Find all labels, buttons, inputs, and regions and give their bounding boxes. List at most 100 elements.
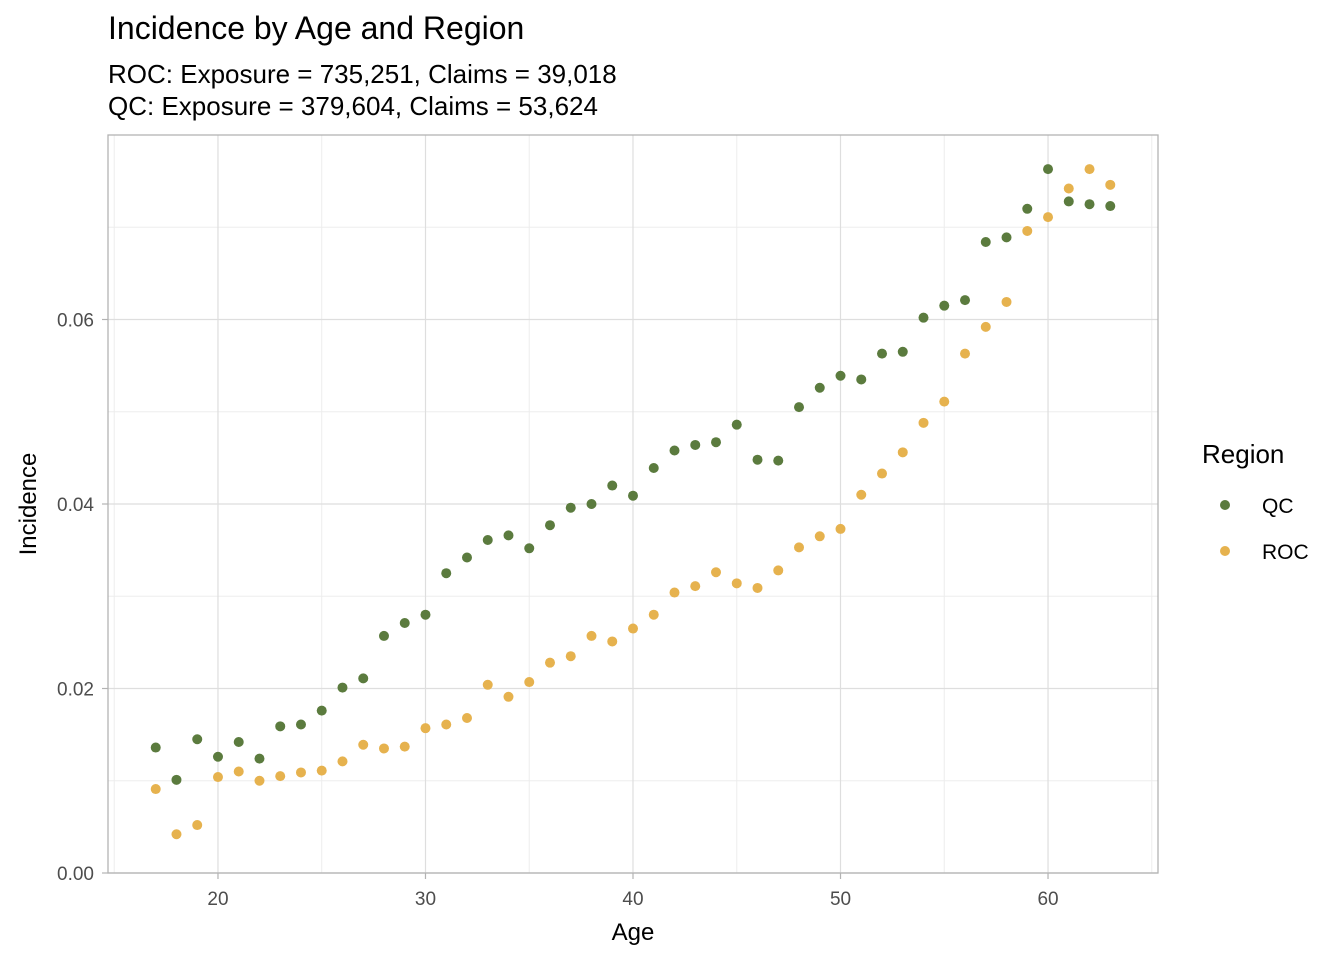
- point-qc: [669, 445, 680, 456]
- point-roc: [897, 447, 908, 458]
- point-roc: [1001, 296, 1012, 307]
- point-qc: [752, 454, 763, 465]
- y-tick-label: 0.06: [57, 311, 94, 332]
- legend-key-roc: [1220, 546, 1230, 556]
- point-roc: [628, 623, 638, 634]
- point-roc: [648, 609, 659, 620]
- point-qc: [441, 568, 452, 579]
- point-roc: [1022, 225, 1033, 236]
- y-axis-ticks: 0.00 0.02 0.04 0.06: [57, 311, 108, 885]
- point-roc: [1043, 212, 1054, 223]
- point-roc: [192, 820, 203, 831]
- point-qc: [1043, 164, 1054, 175]
- point-roc: [752, 582, 763, 593]
- x-tick-label: 20: [207, 889, 228, 910]
- point-roc: [150, 784, 161, 795]
- point-qc: [544, 520, 555, 531]
- point-qc: [607, 480, 618, 491]
- point-qc: [960, 295, 971, 306]
- point-roc: [503, 691, 514, 702]
- point-qc: [192, 734, 203, 745]
- point-roc: [1105, 179, 1116, 190]
- point-roc: [378, 743, 389, 754]
- x-tick-label: 40: [622, 889, 643, 910]
- legend-label-qc: QC: [1262, 495, 1294, 518]
- point-roc: [420, 723, 431, 734]
- point-roc: [399, 741, 410, 752]
- point-roc: [773, 565, 784, 576]
- point-roc: [295, 767, 306, 778]
- chart-title: Incidence by Age and Region: [108, 10, 525, 46]
- legend-key-qc: [1220, 500, 1230, 510]
- point-qc: [1063, 196, 1074, 207]
- y-axis-title: Incidence: [15, 453, 42, 556]
- point-roc: [814, 531, 825, 542]
- chart-subtitle-qc: QC: Exposure = 379,604, Claims = 53,624: [108, 91, 598, 121]
- point-roc: [482, 679, 493, 690]
- point-qc: [980, 237, 991, 248]
- point-qc: [1001, 232, 1012, 243]
- point-roc: [980, 321, 991, 332]
- legend-title: Region: [1202, 439, 1284, 469]
- point-roc: [275, 771, 286, 782]
- x-tick-label: 60: [1037, 889, 1058, 910]
- data-points: [150, 164, 1116, 840]
- point-qc: [358, 673, 369, 684]
- point-qc: [482, 534, 493, 545]
- point-qc: [420, 609, 431, 620]
- point-qc: [731, 419, 742, 430]
- point-roc: [316, 765, 327, 776]
- point-roc: [233, 766, 244, 777]
- grid-major: [108, 135, 1158, 874]
- point-qc: [212, 751, 223, 762]
- point-roc: [1084, 164, 1095, 175]
- point-roc: [669, 587, 680, 598]
- point-roc: [607, 636, 618, 647]
- point-roc: [441, 719, 452, 730]
- point-qc: [877, 348, 888, 359]
- point-roc: [856, 489, 867, 500]
- y-tick-label: 0.02: [57, 680, 94, 701]
- point-roc: [960, 348, 971, 359]
- x-tick-label: 50: [830, 889, 851, 910]
- point-qc: [648, 463, 659, 474]
- point-roc: [212, 772, 223, 783]
- point-qc: [794, 402, 805, 413]
- point-qc: [378, 630, 389, 641]
- point-roc: [544, 657, 555, 668]
- point-roc: [731, 578, 742, 589]
- y-tick-label: 0.00: [57, 864, 94, 885]
- point-qc: [254, 753, 265, 764]
- point-qc: [461, 552, 472, 563]
- point-qc: [939, 300, 950, 311]
- point-qc: [690, 439, 701, 450]
- point-qc: [897, 346, 908, 357]
- point-qc: [711, 437, 722, 448]
- point-roc: [337, 756, 348, 767]
- point-roc: [171, 829, 182, 840]
- point-qc: [835, 370, 846, 381]
- point-qc: [503, 530, 514, 541]
- point-roc: [939, 396, 950, 407]
- point-qc: [233, 737, 244, 748]
- point-qc: [1105, 201, 1116, 212]
- point-qc: [524, 543, 535, 554]
- point-qc: [814, 382, 825, 393]
- point-qc: [399, 618, 410, 629]
- point-qc: [295, 719, 306, 730]
- point-qc: [337, 682, 348, 693]
- point-qc: [316, 705, 327, 716]
- point-roc: [524, 677, 535, 688]
- point-qc: [586, 499, 597, 509]
- point-qc: [1084, 199, 1095, 210]
- point-qc: [171, 774, 182, 785]
- point-qc: [150, 742, 161, 753]
- point-roc: [586, 630, 597, 641]
- point-qc: [856, 374, 867, 385]
- x-axis-title: Age: [612, 919, 655, 946]
- x-axis-ticks: 20 30 40 50 60: [207, 873, 1059, 910]
- point-qc: [628, 490, 638, 501]
- point-qc: [1022, 203, 1033, 214]
- point-roc: [461, 713, 472, 724]
